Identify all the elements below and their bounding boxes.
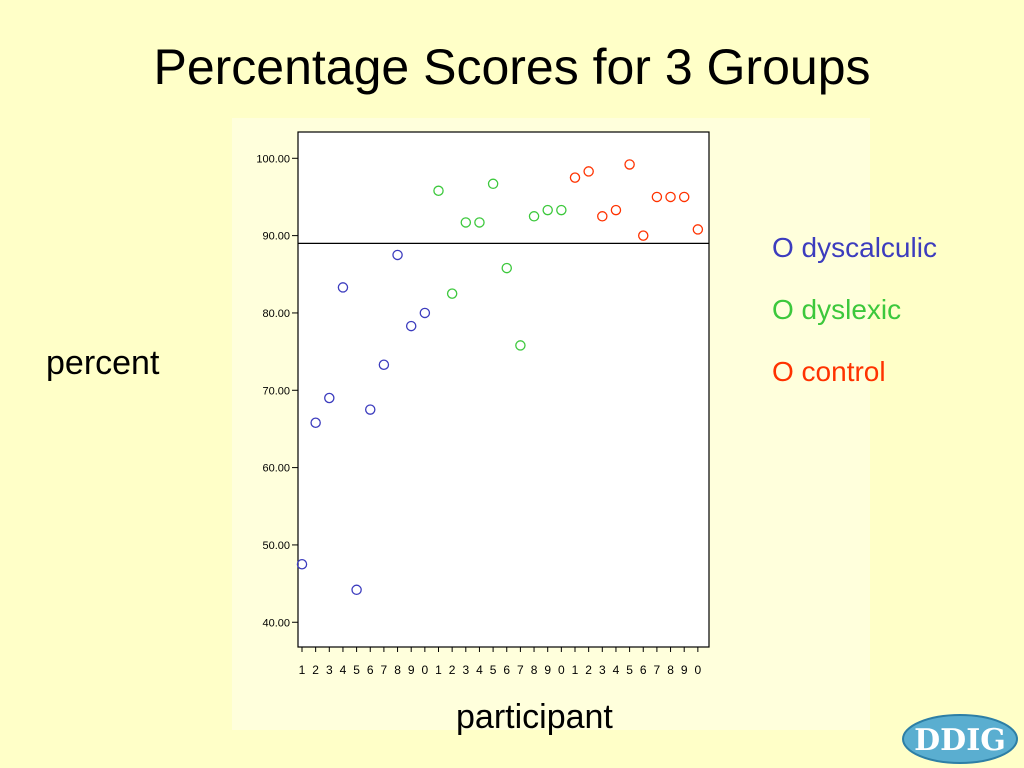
data-point-series-2 [665, 191, 676, 203]
data-point-series-0 [296, 559, 308, 570]
x-tick-label: 0 [695, 663, 702, 677]
chart-title: Percentage Scores for 3 Groups [153, 39, 871, 95]
legend-item-dyslexic: O dyslexic [772, 294, 902, 325]
plot-area [297, 131, 710, 648]
x-tick-label: 2 [585, 663, 592, 677]
data-point-series-2 [610, 204, 622, 216]
data-point-series-0 [351, 584, 362, 596]
x-tick-label: 7 [381, 663, 388, 677]
data-point-series-1 [433, 185, 444, 197]
x-tick-label: 6 [503, 663, 510, 677]
data-point-series-0 [364, 404, 376, 415]
x-tick-label: 4 [340, 663, 347, 677]
x-tick-label: 1 [299, 663, 306, 677]
y-tick-label: 70.00 [262, 385, 290, 397]
data-point-series-2 [637, 230, 649, 241]
y-tick-label: 40.00 [262, 617, 290, 629]
data-point-series-0 [324, 392, 335, 404]
data-point-series-2 [597, 211, 608, 222]
x-tick-label: 4 [476, 663, 483, 677]
x-tick-label: 2 [449, 663, 456, 677]
y-tick-label: 50.00 [262, 540, 290, 552]
y-axis-label: percent [46, 344, 160, 382]
data-point-series-0 [405, 320, 417, 332]
x-tick-label: 1 [572, 663, 579, 677]
data-point-series-2 [569, 172, 581, 183]
data-point-series-0 [378, 359, 390, 371]
x-tick-label: 8 [531, 663, 538, 677]
data-point-series-1 [460, 217, 472, 228]
y-tick-label: 100.00 [256, 153, 290, 165]
data-point-series-0 [392, 249, 403, 261]
data-point-series-2 [624, 159, 635, 170]
x-tick-label: 8 [394, 663, 401, 677]
x-tick-label: 2 [312, 663, 319, 677]
data-point-series-2 [651, 191, 663, 203]
x-tick-label: 6 [367, 663, 374, 677]
legend-item-dyscalculic: O dyscalculic [772, 232, 937, 263]
y-tick-label: 80.00 [262, 308, 290, 320]
x-tick-label: 9 [681, 663, 688, 677]
x-tick-label: 9 [544, 663, 551, 677]
data-point-series-2 [583, 166, 594, 177]
x-tick-label: 3 [326, 663, 333, 677]
x-tick-label: 1 [435, 663, 442, 677]
data-point-series-0 [337, 282, 349, 293]
x-tick-label: 7 [654, 663, 661, 677]
data-point-series-2 [678, 191, 690, 203]
y-axis: 40.00 50.00 60.00 70.00 80.00 90.00 100.00 [256, 153, 298, 629]
x-tick-label: 8 [667, 663, 674, 677]
x-tick-label: 0 [558, 663, 565, 677]
data-point-series-1 [542, 204, 553, 216]
y-tick-label: 90.00 [262, 231, 290, 243]
data-point-series-1 [446, 288, 458, 299]
legend-item-control: O control [772, 356, 886, 387]
y-tick-label: 60.00 [262, 463, 290, 475]
data-point-series-1 [474, 217, 485, 228]
x-tick-label: 5 [626, 663, 633, 677]
data-point-series-2 [692, 224, 704, 235]
data-point-series-1 [501, 262, 512, 274]
data-points [296, 159, 704, 596]
x-tick-label: 5 [353, 663, 360, 677]
x-tick-label: 5 [490, 663, 497, 677]
x-tick-label: 3 [462, 663, 469, 677]
x-tick-label: 9 [408, 663, 415, 677]
ddig-logo: DDIG [902, 714, 1018, 764]
data-point-series-1 [515, 340, 526, 351]
data-point-series-1 [487, 178, 499, 190]
data-point-series-1 [528, 211, 540, 222]
logo-text: DDIG [914, 723, 1006, 758]
data-point-series-1 [556, 204, 567, 216]
x-tick-label: 3 [599, 663, 606, 677]
data-point-series-0 [419, 307, 431, 319]
data-point-series-0 [310, 417, 321, 429]
x-tick-label: 7 [517, 663, 524, 677]
x-tick-label: 4 [613, 663, 620, 677]
x-tick-label: 6 [640, 663, 647, 677]
x-tick-label: 0 [422, 663, 429, 677]
x-axis-label: participant [456, 698, 613, 736]
